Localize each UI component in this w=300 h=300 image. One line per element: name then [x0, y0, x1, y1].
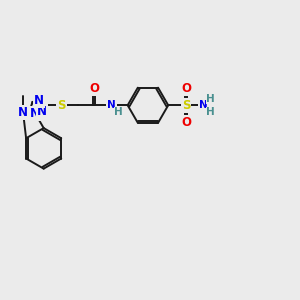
Text: N: N — [199, 100, 208, 110]
Text: S: S — [182, 99, 190, 112]
Text: H: H — [114, 107, 122, 117]
Text: N: N — [37, 105, 47, 118]
Text: O: O — [181, 82, 191, 95]
Text: O: O — [89, 82, 99, 95]
Text: N: N — [107, 100, 116, 110]
Text: S: S — [57, 99, 66, 112]
Text: H: H — [206, 107, 215, 117]
Text: O: O — [181, 116, 191, 129]
Text: N: N — [34, 94, 44, 107]
Text: H: H — [206, 94, 215, 104]
Text: N: N — [30, 107, 40, 120]
Text: N: N — [18, 106, 28, 119]
